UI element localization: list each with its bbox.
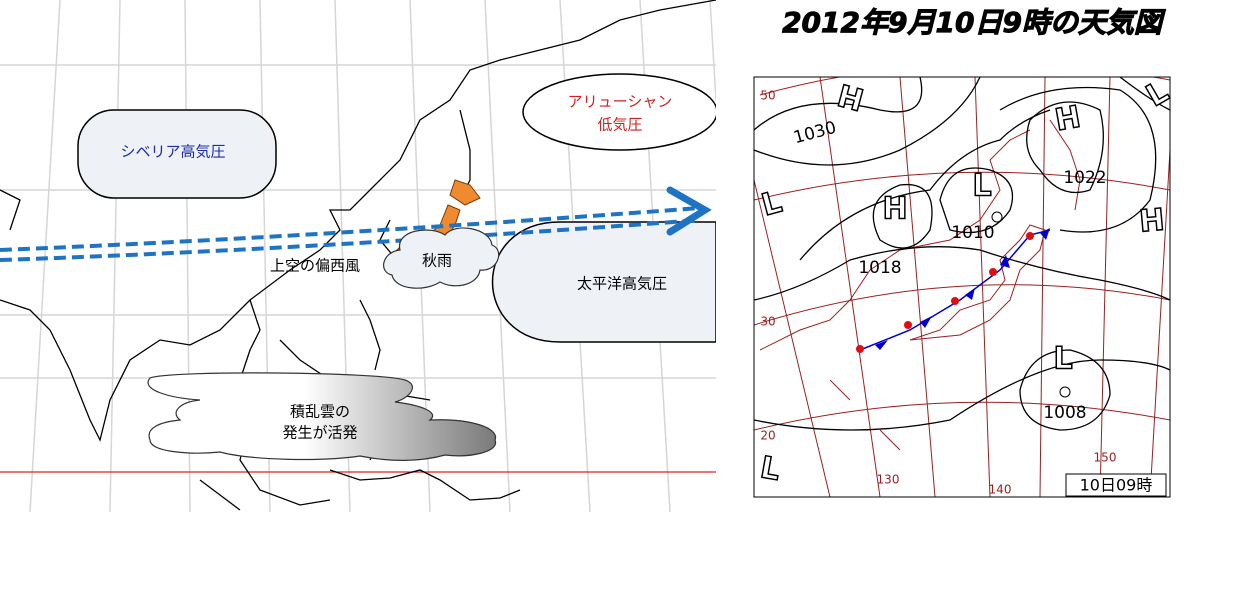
pacific-high-label: 太平洋高気圧 xyxy=(577,275,667,293)
isobar-value: 1010 xyxy=(951,223,994,243)
jet-arrow xyxy=(666,186,712,236)
autumn-rain-label: 秋雨 xyxy=(422,252,452,270)
map-frame xyxy=(753,76,1171,498)
pressure-systems xyxy=(77,73,716,343)
westerlies-label: 上空の偏西風 xyxy=(270,257,360,275)
lat-label: 20 xyxy=(760,429,775,443)
isobar-value: 1008 xyxy=(1043,403,1086,423)
aleutian-low-shape xyxy=(522,73,716,151)
timestamp-box xyxy=(1065,473,1167,497)
pacific-high-shape xyxy=(491,221,716,343)
lon-label: 140 xyxy=(989,483,1012,497)
high-mark: H xyxy=(1138,202,1166,239)
cumulonimbus-label: 発生が活発 xyxy=(282,424,357,442)
high-mark: H xyxy=(882,192,907,227)
high-mark: H xyxy=(1052,100,1083,139)
lon-label: 130 xyxy=(877,473,900,487)
center-markers xyxy=(991,211,1071,398)
aleutian-low-label: 低気圧 xyxy=(597,116,642,134)
right-map: 10日09時 xyxy=(754,77,1170,497)
autumn-rain-cloud xyxy=(383,227,500,289)
coast xyxy=(759,119,1081,451)
graticule xyxy=(754,77,1170,497)
lon-label: 150 xyxy=(1094,451,1117,465)
isobar-value: 1018 xyxy=(858,258,901,278)
title: 2012年9月10日9時の天気図 xyxy=(782,6,1166,39)
isobar-value: 1022 xyxy=(1063,168,1106,188)
low-mark: L xyxy=(972,169,991,204)
left-map: シベリア高気圧 アリューシャン 低気圧 上空の偏西風 秋雨 太平洋高気圧 積乱雲… xyxy=(0,0,716,512)
siberian-high-label: シベリア高気圧 xyxy=(120,143,225,161)
lat-label: 50 xyxy=(760,89,775,103)
lat-label: 30 xyxy=(760,315,775,329)
front-warm xyxy=(856,232,1034,353)
siberian-high-shape xyxy=(77,109,277,199)
aleutian-low-label: アリューシャン xyxy=(568,93,673,111)
timestamp: 10日09時 xyxy=(1080,476,1153,495)
cumulonimbus-label: 積乱雲の xyxy=(290,403,350,421)
front-cold xyxy=(875,228,1050,350)
jet-stream xyxy=(0,206,701,262)
isobars xyxy=(754,77,1170,431)
cumulonimbus-cloud xyxy=(147,372,497,461)
low-mark: L xyxy=(1053,342,1072,377)
